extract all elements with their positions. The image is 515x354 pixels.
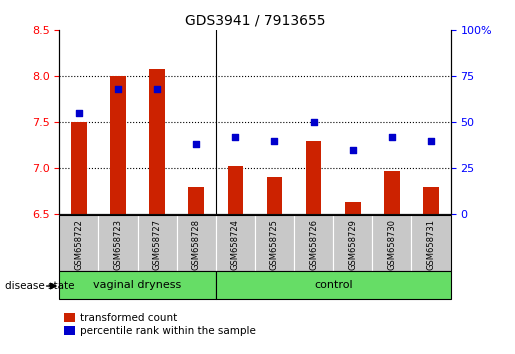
Bar [294,215,333,271]
Bar [149,69,165,214]
Bar [59,271,216,299]
Bar [267,177,282,214]
Text: control: control [314,280,352,290]
Text: GSM658731: GSM658731 [426,219,436,270]
Bar [216,215,255,271]
Point [388,134,396,140]
Text: GSM658727: GSM658727 [152,219,162,270]
Text: GSM658726: GSM658726 [309,219,318,270]
Bar [345,202,360,214]
Bar [372,215,411,271]
Text: GSM658725: GSM658725 [270,219,279,270]
Text: GSM658723: GSM658723 [113,219,123,270]
Text: GSM658730: GSM658730 [387,219,397,270]
Point [75,110,83,116]
Bar [138,215,177,271]
Point [349,147,357,153]
Bar [306,141,321,214]
Bar [333,215,372,271]
Bar [384,171,400,214]
Bar [110,76,126,214]
Text: GSM658722: GSM658722 [74,219,83,270]
Bar [228,166,243,214]
Point [192,141,200,147]
Point [231,134,239,140]
Text: GSM658729: GSM658729 [348,219,357,270]
Text: GSM658728: GSM658728 [192,219,201,270]
Bar [98,215,138,271]
Bar [71,122,87,214]
Bar [411,215,451,271]
Text: disease state: disease state [5,281,75,291]
Bar [255,215,294,271]
Text: vaginal dryness: vaginal dryness [93,280,182,290]
Title: GDS3941 / 7913655: GDS3941 / 7913655 [185,13,325,28]
Point [153,86,161,92]
Bar [177,215,216,271]
Point [270,138,279,143]
Text: GSM658724: GSM658724 [231,219,240,270]
Point [310,119,318,125]
Bar [423,187,439,214]
Point [427,138,435,143]
Bar [216,271,451,299]
Point [114,86,122,92]
Legend: transformed count, percentile rank within the sample: transformed count, percentile rank withi… [64,313,256,336]
Bar [188,187,204,214]
Bar [59,215,98,271]
